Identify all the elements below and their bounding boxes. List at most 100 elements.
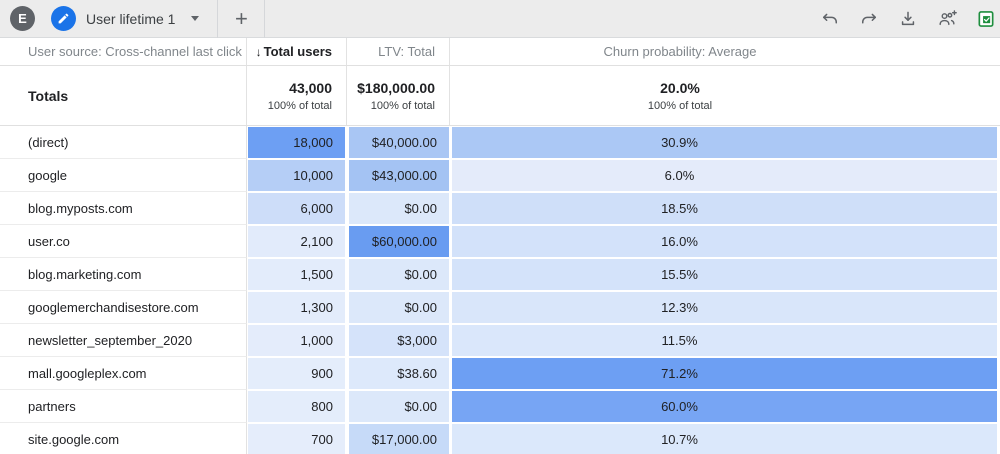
row-users-cell-wrap: 1,300 <box>247 291 347 324</box>
row-churn-cell-wrap: 6.0% <box>450 159 1000 192</box>
row-dimension-cell[interactable]: (direct) <box>0 126 247 159</box>
row-users-cell[interactable]: 2,100 <box>248 226 345 257</box>
row-ltv-cell[interactable]: $43,000.00 <box>349 160 449 191</box>
add-collaborator-button[interactable] <box>936 8 958 30</box>
totals-row: Totals 43,000 100% of total $180,000.00 … <box>0 66 1000 126</box>
row-dimension-cell[interactable]: google <box>0 159 247 192</box>
row-churn-cell-wrap: 18.5% <box>450 192 1000 225</box>
totals-users-cell: 43,000 100% of total <box>247 66 347 125</box>
table-row: blog.marketing.com 1,500 $0.00 15.5% <box>0 258 1000 291</box>
row-dimension-cell[interactable]: googlemerchandisestore.com <box>0 291 247 324</box>
row-churn-cell-wrap: 16.0% <box>450 225 1000 258</box>
table-row: partners 800 $0.00 60.0% <box>0 390 1000 423</box>
row-churn-cell[interactable]: 15.5% <box>452 259 997 290</box>
row-users-cell-wrap: 900 <box>247 357 347 390</box>
totals-churn-percent: 100% of total <box>647 99 713 112</box>
row-churn-cell[interactable]: 30.9% <box>452 127 997 158</box>
row-dimension-cell[interactable]: mall.googleplex.com <box>0 357 247 390</box>
row-dimension-cell[interactable]: user.co <box>0 225 247 258</box>
table-row: (direct) 18,000 $40,000.00 30.9% <box>0 126 1000 159</box>
table-rows: (direct) 18,000 $40,000.00 30.9% google … <box>0 126 1000 454</box>
row-users-cell-wrap: 800 <box>247 390 347 423</box>
sheets-check-icon <box>976 9 996 29</box>
row-users-cell[interactable]: 1,500 <box>248 259 345 290</box>
table-row: blog.myposts.com 6,000 $0.00 18.5% <box>0 192 1000 225</box>
row-users-cell[interactable]: 6,000 <box>248 193 345 224</box>
column-header-ltv[interactable]: LTV: Total <box>347 38 450 65</box>
row-churn-cell[interactable]: 11.5% <box>452 325 997 356</box>
row-ltv-cell-wrap: $0.00 <box>347 291 450 324</box>
totals-label: Totals <box>0 66 247 125</box>
chevron-down-icon[interactable] <box>191 16 200 21</box>
row-churn-cell-wrap: 11.5% <box>450 324 1000 357</box>
row-ltv-cell[interactable]: $3,000 <box>349 325 449 356</box>
table-row: mall.googleplex.com 900 $38.60 71.2% <box>0 357 1000 390</box>
row-users-cell-wrap: 18,000 <box>247 126 347 159</box>
row-dimension-cell[interactable]: partners <box>0 390 247 423</box>
sort-descending-icon: ↓ <box>255 44 262 59</box>
row-ltv-cell[interactable]: $0.00 <box>349 391 449 422</box>
row-users-cell[interactable]: 900 <box>248 358 345 389</box>
row-dimension-cell[interactable]: blog.marketing.com <box>0 258 247 291</box>
row-churn-cell[interactable]: 6.0% <box>452 160 997 191</box>
row-ltv-cell-wrap: $17,000.00 <box>347 423 450 454</box>
row-ltv-cell-wrap: $40,000.00 <box>347 126 450 159</box>
row-ltv-cell[interactable]: $17,000.00 <box>349 424 449 454</box>
redo-icon <box>859 9 879 29</box>
totals-churn-value: 20.0% <box>660 79 700 96</box>
row-dimension-cell[interactable]: blog.myposts.com <box>0 192 247 225</box>
active-tab-label[interactable]: User lifetime 1 <box>86 10 176 27</box>
row-users-cell[interactable]: 1,000 <box>248 325 345 356</box>
row-users-cell-wrap: 1,500 <box>247 258 347 291</box>
row-ltv-cell-wrap: $3,000 <box>347 324 450 357</box>
new-tab-button[interactable]: + <box>235 5 248 31</box>
table-row: google 10,000 $43,000.00 6.0% <box>0 159 1000 192</box>
redo-button[interactable] <box>858 8 880 30</box>
tab-bar-left: E User lifetime 1 + <box>0 0 266 38</box>
row-users-cell[interactable]: 800 <box>248 391 345 422</box>
column-header-churn[interactable]: Churn probability: Average <box>603 44 757 59</box>
pencil-icon <box>57 12 70 25</box>
row-users-cell-wrap: 700 <box>247 423 347 454</box>
export-to-sheets-button[interactable] <box>975 8 997 30</box>
row-churn-cell-wrap: 15.5% <box>450 258 1000 291</box>
row-ltv-cell[interactable]: $38.60 <box>349 358 449 389</box>
row-dimension-cell[interactable]: site.google.com <box>0 423 247 454</box>
row-churn-cell-wrap: 60.0% <box>450 390 1000 423</box>
row-churn-cell-wrap: 10.7% <box>450 423 1000 454</box>
row-churn-cell[interactable]: 12.3% <box>452 292 997 323</box>
row-ltv-cell[interactable]: $40,000.00 <box>349 127 449 158</box>
row-churn-cell[interactable]: 16.0% <box>452 226 997 257</box>
download-icon <box>898 9 918 29</box>
row-ltv-cell[interactable]: $0.00 <box>349 259 449 290</box>
row-churn-cell[interactable]: 18.5% <box>452 193 997 224</box>
row-users-cell[interactable]: 10,000 <box>248 160 345 191</box>
row-dimension-cell[interactable]: newsletter_september_2020 <box>0 324 247 357</box>
row-ltv-cell[interactable]: $60,000.00 <box>349 226 449 257</box>
row-ltv-cell-wrap: $0.00 <box>347 192 450 225</box>
row-users-cell[interactable]: 1,300 <box>248 292 345 323</box>
column-header-total-users[interactable]: ↓ Total users <box>247 38 347 65</box>
row-churn-cell-wrap: 30.9% <box>450 126 1000 159</box>
column-header-user-source[interactable]: User source: Cross-channel last click <box>0 38 247 65</box>
row-churn-cell-wrap: 71.2% <box>450 357 1000 390</box>
table-row: googlemerchandisestore.com 1,300 $0.00 1… <box>0 291 1000 324</box>
row-users-cell-wrap: 1,000 <box>247 324 347 357</box>
row-ltv-cell-wrap: $38.60 <box>347 357 450 390</box>
row-users-cell[interactable]: 700 <box>248 424 345 454</box>
row-ltv-cell[interactable]: $0.00 <box>349 193 449 224</box>
column-header-total-users-label: Total users <box>263 44 332 59</box>
row-ltv-cell-wrap: $0.00 <box>347 390 450 423</box>
download-button[interactable] <box>897 8 919 30</box>
row-users-cell[interactable]: 18,000 <box>248 127 345 158</box>
toolbar-actions <box>819 8 1000 30</box>
row-churn-cell[interactable]: 71.2% <box>452 358 997 389</box>
edit-tab-button[interactable] <box>51 6 76 31</box>
tab-bar: E User lifetime 1 + <box>0 0 1000 38</box>
row-ltv-cell[interactable]: $0.00 <box>349 292 449 323</box>
undo-button[interactable] <box>819 8 841 30</box>
row-churn-cell[interactable]: 60.0% <box>452 391 997 422</box>
row-churn-cell[interactable]: 10.7% <box>452 424 997 454</box>
user-avatar[interactable]: E <box>10 6 35 31</box>
